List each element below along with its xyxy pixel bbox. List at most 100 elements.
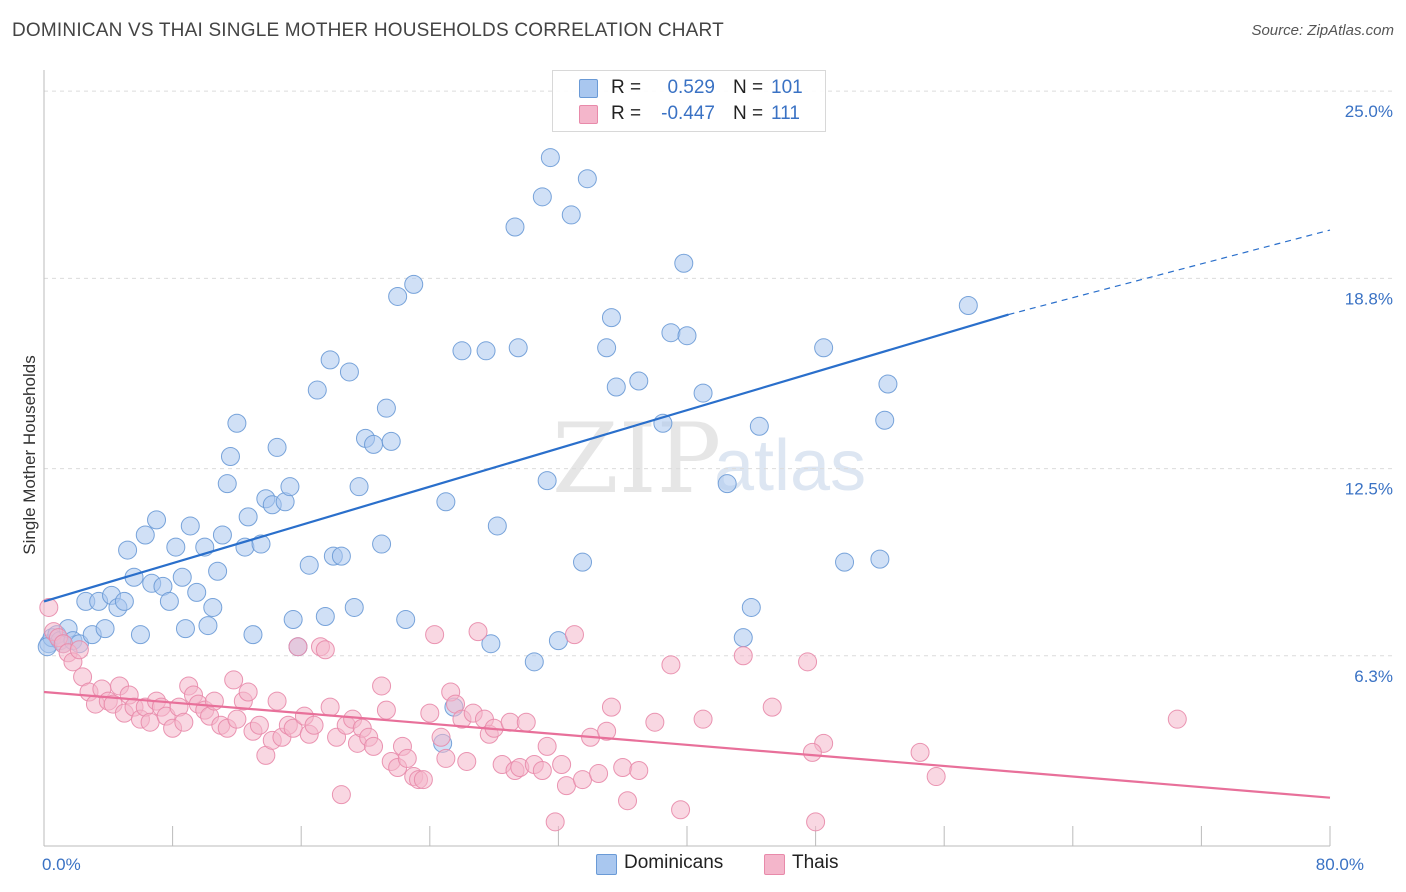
dominicans-point (299, 555, 319, 575)
r-value: -0.447 (661, 103, 715, 124)
dominicans-point (331, 546, 351, 566)
thais-point (69, 640, 89, 660)
chart-title: DOMINICAN VS THAI SINGLE MOTHER HOUSEHOL… (12, 20, 724, 41)
dominicans-point (339, 362, 359, 382)
y-tick-label: 12.5% (1345, 480, 1393, 499)
x-tick-label: 0.0% (42, 855, 81, 874)
thais-point (661, 655, 681, 675)
thais-point (227, 709, 247, 729)
dominicans-point (505, 217, 525, 237)
dominicans-trend-extension (1008, 229, 1331, 316)
thais-point (500, 712, 520, 732)
thais-point (537, 736, 557, 756)
dominicans-point (238, 507, 258, 527)
dominicans-point (159, 591, 179, 611)
dominicans-point (267, 437, 287, 457)
n-label: N = (733, 103, 764, 124)
dominicans-point (476, 341, 496, 361)
dominicans-point (717, 474, 737, 494)
legend-label: Dominicans (624, 852, 724, 873)
dominicans-point (187, 582, 207, 602)
thais-swatch (764, 854, 785, 875)
thais-point (376, 700, 396, 720)
thais-point (545, 812, 565, 832)
thais-point (802, 742, 822, 762)
dominicans-point (508, 338, 528, 358)
dominicans-point (320, 350, 340, 370)
dominicans-point (217, 474, 237, 494)
trend-lines (43, 229, 1331, 799)
grid-lines (44, 90, 1395, 657)
stats-row-thais: R = -0.447 N = 111 (553, 101, 825, 127)
thais-point (733, 646, 753, 666)
watermark-zip: ZIP (552, 403, 721, 515)
dominicans-swatch (579, 79, 598, 98)
thais-point (436, 748, 456, 768)
dominicans-point (135, 525, 155, 545)
dominicans-point (349, 477, 369, 497)
dominicans-point (212, 525, 232, 545)
dominicans-point (114, 591, 134, 611)
thais-point (601, 697, 621, 717)
dominicans-point (251, 534, 271, 554)
thais-point (224, 670, 244, 690)
thais-point (671, 800, 691, 820)
watermark-atlas: atlas (714, 426, 866, 506)
y-tick-label: 25.0% (1345, 102, 1393, 121)
dominicans-point (180, 516, 200, 536)
thais-point (1167, 709, 1187, 729)
dominicans-swatch (596, 854, 617, 875)
thais-point (425, 625, 445, 645)
thais-point (564, 625, 584, 645)
thais-point (806, 812, 826, 832)
thais-point (573, 770, 593, 790)
tick-labels: 6.3% 12.5% 18.8% 25.0% 0.0% 80.0% (42, 102, 1393, 874)
dominicans-point (573, 552, 593, 572)
n-label: N = (733, 77, 764, 98)
chart-legend: Dominicans Thais (0, 852, 1406, 878)
dominicans-point (130, 625, 150, 645)
dominicans-point (875, 410, 895, 430)
dominicans-point (481, 634, 501, 654)
dominicans-point (220, 446, 240, 466)
thais-point (315, 640, 335, 660)
thais-point (413, 770, 433, 790)
dominicans-point (835, 552, 855, 572)
dominicans-point (870, 549, 890, 569)
dominicans-point (315, 607, 335, 627)
dominicans-point (388, 286, 408, 306)
dominicans-point (396, 610, 416, 630)
correlation-stats-box: R = 0.529 N = 101 R = -0.447 N = 111 (552, 70, 826, 132)
dominicans-point (372, 534, 392, 554)
thais-point (238, 682, 258, 702)
dominicans-point (376, 398, 396, 418)
r-value: 0.529 (667, 77, 715, 98)
thais-point (249, 715, 269, 735)
thais-point (618, 791, 638, 811)
dominicans-point (364, 434, 384, 454)
dominicans-point (487, 516, 507, 536)
dominicans-point (452, 341, 472, 361)
dominicans-point (166, 537, 186, 557)
thais-point (556, 776, 576, 796)
dominicans-point (175, 619, 195, 639)
dominicans-point (741, 597, 761, 617)
chart-source: Source: ZipAtlas.com (1251, 22, 1394, 39)
thais-point (431, 727, 451, 747)
y-tick-label: 6.3% (1354, 667, 1393, 686)
dominicans-point (404, 274, 424, 294)
dominicans-point (436, 492, 456, 512)
thais-point (39, 597, 59, 617)
dominicans-point (540, 148, 560, 168)
dominicans-point (814, 338, 834, 358)
dominicans-point (95, 619, 115, 639)
dominicans-point (208, 561, 228, 581)
r-label: R = (611, 77, 642, 98)
dominicans-point (629, 371, 649, 391)
dominicans-point (561, 205, 581, 225)
dominicans-point (203, 597, 223, 617)
dominicans-point (283, 610, 303, 630)
thais-point (926, 767, 946, 787)
thais-point (645, 712, 665, 732)
dominicans-point (524, 652, 544, 672)
